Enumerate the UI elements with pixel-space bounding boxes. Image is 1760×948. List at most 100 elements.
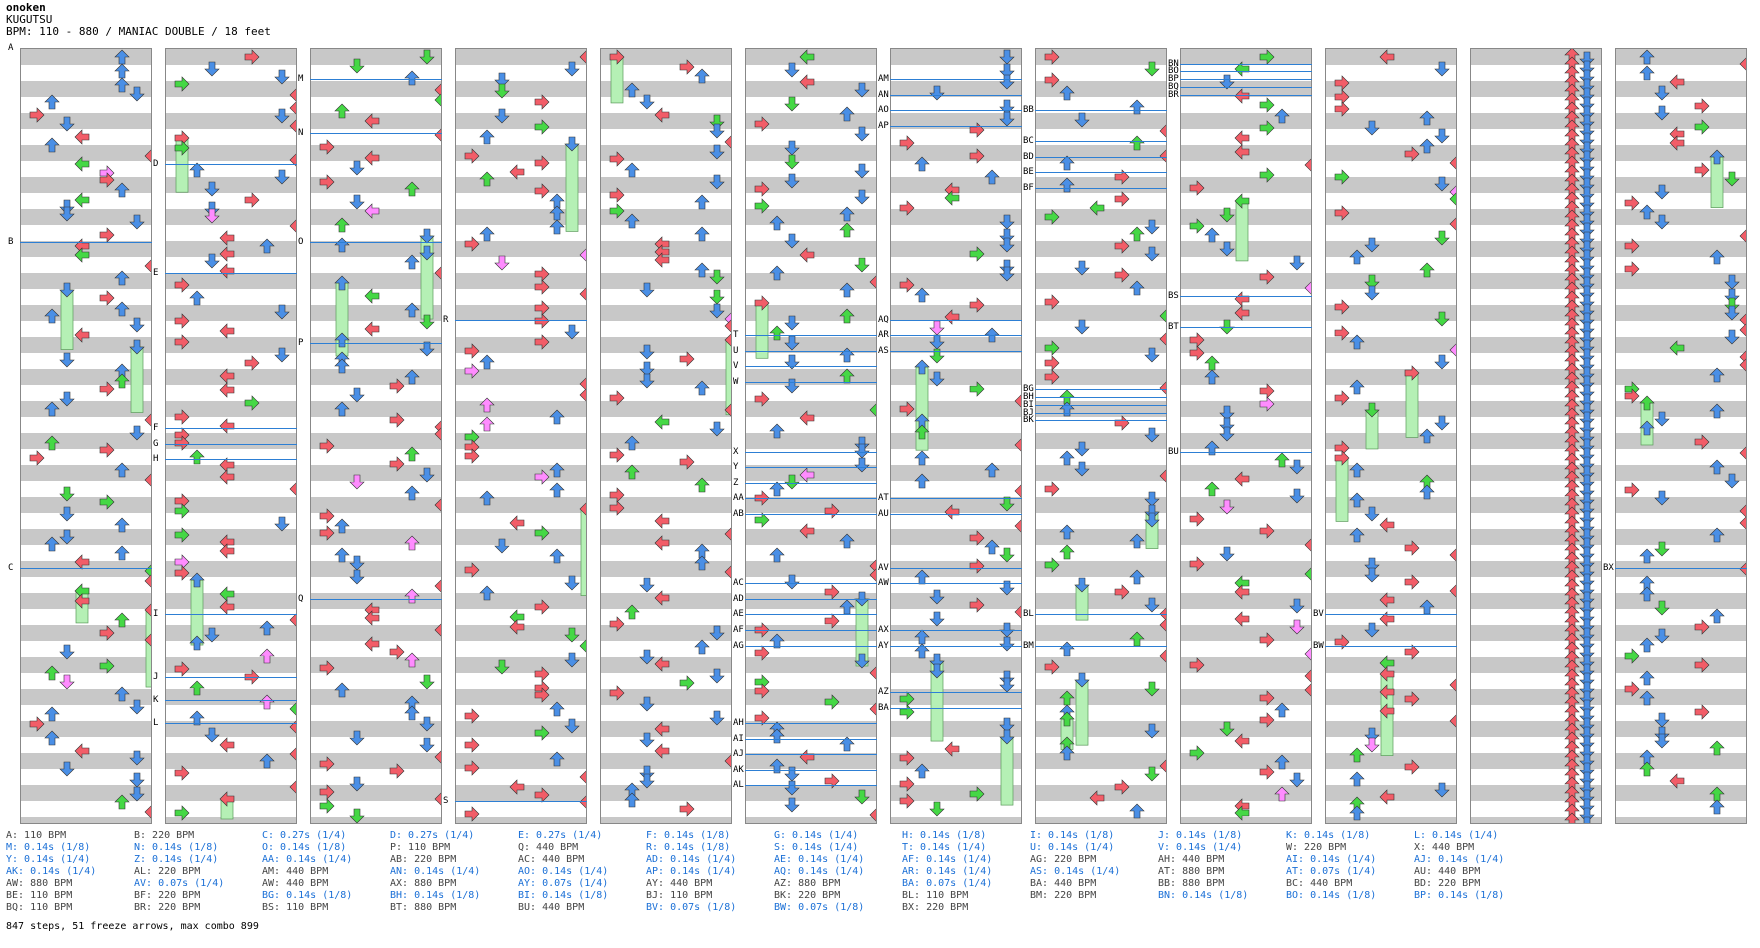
speed-marker-line (20, 242, 152, 243)
step-arrow (639, 696, 655, 712)
speed-marker-line (1035, 404, 1167, 406)
speed-marker-line (890, 335, 1022, 337)
step-arrow (839, 599, 855, 615)
freeze-arrow (190, 579, 204, 646)
step-arrow (769, 325, 785, 341)
step-arrow (1434, 415, 1450, 431)
step-arrow (929, 85, 945, 101)
step-arrow (1114, 191, 1130, 207)
step-arrow (1579, 672, 1595, 688)
step-arrow (534, 599, 550, 615)
step-arrow (709, 421, 725, 437)
step-arrow (494, 659, 510, 675)
beat-band (166, 529, 296, 545)
speed-marker-label: AC (733, 578, 744, 589)
step-arrow (1624, 195, 1640, 211)
step-arrow (1579, 420, 1595, 436)
step-arrow (1654, 85, 1670, 101)
step-arrow (204, 181, 220, 197)
beat-band (311, 657, 441, 673)
beat-band (1181, 817, 1311, 823)
legend-entry: AB: 220 BPM (390, 854, 457, 865)
beat-band (311, 561, 441, 577)
step-arrow (784, 766, 800, 782)
step-arrow (1274, 786, 1290, 802)
step-arrow (1144, 504, 1160, 520)
speed-marker-line (1180, 63, 1312, 65)
step-arrow (1059, 85, 1075, 101)
step-arrow (1639, 690, 1655, 706)
beat-band (601, 177, 731, 193)
beat-band (891, 209, 1021, 225)
step-arrow (334, 217, 350, 233)
speed-marker-line (1180, 79, 1312, 81)
step-arrow (639, 344, 655, 360)
step-arrow (114, 182, 130, 198)
step-arrow (99, 625, 115, 641)
speed-marker-label: BL (1023, 609, 1034, 620)
step-arrow (754, 198, 770, 214)
step-arrow (1379, 517, 1395, 533)
legend-entry: BH: 0.14s (1/8) (390, 890, 481, 901)
step-arrow (59, 644, 75, 660)
beat-band (1326, 273, 1456, 289)
step-arrow (1694, 704, 1710, 720)
freeze-arrow (580, 508, 586, 596)
speed-marker-line (890, 319, 1022, 321)
beat-band (21, 529, 151, 545)
chart-column-5 (600, 48, 732, 824)
beat-band (601, 369, 731, 385)
legend-entry: BS: 110 BPM (262, 902, 329, 913)
step-arrow (944, 504, 960, 520)
step-arrow (1639, 586, 1655, 602)
legend-entry: R: 0.14s (1/8) (646, 842, 731, 853)
beat-band (891, 529, 1021, 545)
step-arrow (1579, 645, 1595, 661)
speed-marker-label: AE (733, 609, 744, 620)
beat-band (891, 49, 1021, 65)
step-arrow (1724, 297, 1740, 313)
column-canvas (1616, 49, 1746, 823)
step-arrow (1739, 561, 1746, 577)
step-arrow (479, 585, 495, 601)
beat-band (1181, 785, 1311, 801)
beat-band (456, 721, 586, 737)
step-arrow (364, 203, 380, 219)
step-arrow (1739, 228, 1746, 244)
speed-marker-label: R (443, 314, 449, 325)
speed-marker-line (1180, 451, 1312, 453)
beat-band (21, 657, 151, 673)
step-arrow (929, 611, 945, 627)
step-arrow (1579, 348, 1595, 364)
beat-band (311, 369, 441, 385)
beat-band (1181, 433, 1311, 449)
step-arrow (1289, 598, 1305, 614)
beat-band (456, 625, 586, 641)
legend-entry: H: 0.14s (1/8) (902, 830, 987, 841)
speed-marker-line (455, 800, 587, 802)
step-arrow (219, 418, 235, 434)
speed-marker-line (890, 645, 1022, 647)
speed-marker-label: AY (878, 640, 889, 651)
step-arrow (969, 148, 985, 164)
step-arrow (1579, 195, 1595, 211)
step-arrow (999, 237, 1015, 253)
freeze-arrow (1405, 372, 1419, 438)
step-arrow (1579, 357, 1595, 373)
step-arrow (709, 710, 725, 726)
beat-band (891, 593, 1021, 609)
step-arrow (1204, 369, 1220, 385)
beat-band (1616, 561, 1746, 577)
legend-entry: G: 0.14s (1/4) (774, 830, 859, 841)
step-arrow (1334, 75, 1350, 91)
step-arrow (1624, 681, 1640, 697)
beat-band (1036, 113, 1166, 129)
legend-entry: AD: 0.14s (1/4) (646, 854, 737, 865)
step-arrow (724, 402, 731, 418)
speed-marker-label: BF (1023, 182, 1034, 193)
beat-band (1036, 497, 1166, 513)
step-arrow (59, 282, 75, 298)
chart-column-10 (1325, 48, 1457, 824)
step-arrow (639, 361, 655, 377)
